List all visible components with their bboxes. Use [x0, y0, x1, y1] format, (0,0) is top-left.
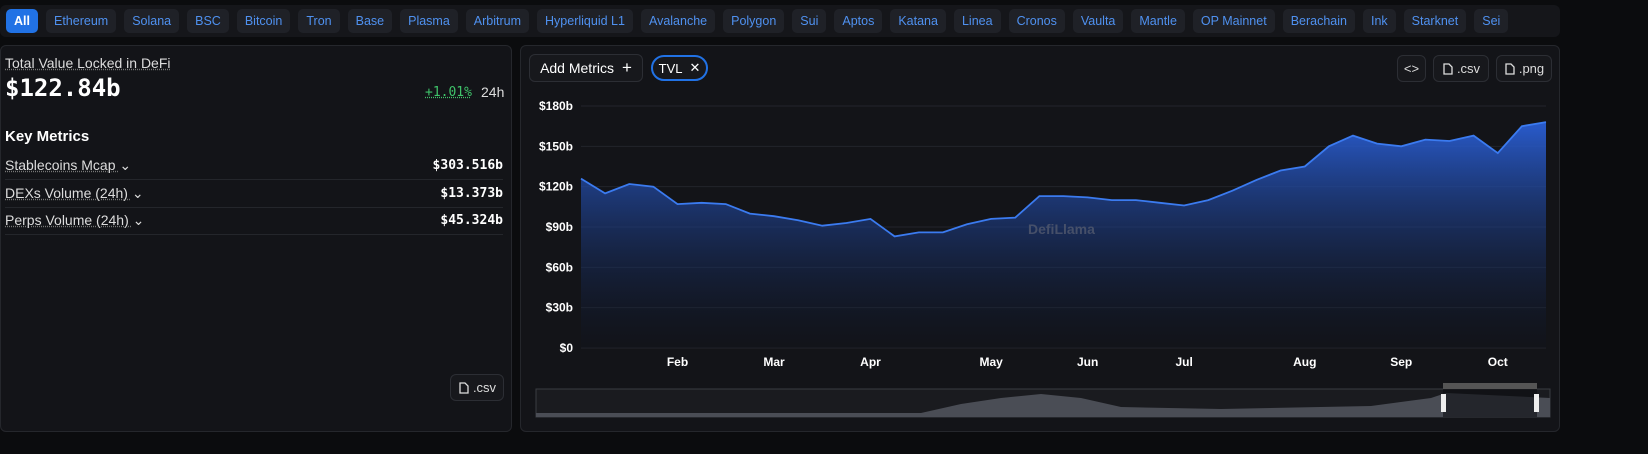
- chain-tab[interactable]: Berachain: [1282, 9, 1355, 33]
- chain-tab[interactable]: Tron: [298, 9, 340, 33]
- chain-tab[interactable]: Ethereum: [45, 9, 117, 33]
- area-line: [580, 121, 1547, 238]
- file-icon: [1505, 62, 1515, 75]
- chain-tab[interactable]: Polygon: [723, 9, 785, 33]
- embed-button[interactable]: <>: [1397, 55, 1426, 82]
- change-period: 24h: [481, 84, 505, 100]
- metric-value: $45.324b: [440, 213, 503, 228]
- png-button[interactable]: .png: [1496, 55, 1552, 82]
- file-icon: [459, 381, 469, 394]
- csv-button[interactable]: .csv: [1433, 55, 1489, 82]
- summary-title: Total Value Locked in DeFi: [5, 55, 171, 71]
- metric-row: Perps Volume (24h) ⌄ $45.324b: [5, 207, 503, 235]
- metric-label[interactable]: Stablecoins Mcap ⌄: [5, 157, 132, 173]
- y-tick-label: $30b: [546, 301, 573, 315]
- y-tick-label: $150b: [539, 139, 573, 153]
- x-tick-label: May: [979, 355, 1003, 369]
- chain-tab[interactable]: Hyperliquid L1: [537, 9, 633, 33]
- chain-tab[interactable]: Sui: [792, 9, 827, 33]
- metric-value: $13.373b: [440, 185, 503, 201]
- metric-row: Stablecoins Mcap ⌄ $303.516b: [5, 152, 503, 180]
- y-tick-label: $60b: [546, 260, 573, 274]
- csv-button[interactable]: .csv: [450, 374, 504, 401]
- plus-icon: +: [621, 58, 632, 77]
- x-tick-label: Jul: [1175, 355, 1192, 369]
- y-tick-label: $0: [560, 341, 574, 355]
- csv-label: .csv: [472, 380, 497, 395]
- y-tick-label: $90b: [546, 220, 573, 234]
- chain-tab[interactable]: Cronos: [1008, 9, 1065, 33]
- file-icon: [1443, 62, 1453, 75]
- x-tick-label: Sep: [1390, 355, 1412, 369]
- x-tick-label: Aug: [1293, 355, 1316, 369]
- x-tick-label: Mar: [763, 355, 785, 369]
- chain-tab[interactable]: Ink: [1362, 9, 1396, 33]
- brush-overview: [536, 393, 1550, 417]
- brush-window[interactable]: [1443, 389, 1537, 417]
- chain-tab[interactable]: Avalanche: [640, 9, 716, 33]
- code-icon: <>: [1403, 61, 1420, 76]
- chain-tab[interactable]: OP Mainnet: [1192, 9, 1275, 33]
- chevron: ⌄: [119, 157, 132, 173]
- chain-tab[interactable]: Katana: [890, 9, 946, 33]
- add-metrics-label: Add Metrics: [540, 60, 614, 76]
- chain-tab[interactable]: Aptos: [834, 9, 883, 33]
- metric-label: TVL: [658, 60, 683, 76]
- close-icon: ✕: [689, 60, 701, 75]
- x-tick-label: Jun: [1077, 355, 1098, 369]
- area-fill: [581, 122, 1546, 348]
- chain-tab[interactable]: Starknet: [1403, 9, 1467, 33]
- chain-tab[interactable]: Vaulta: [1072, 9, 1124, 33]
- chart-panel: Add Metrics + TVL ✕ <> .csv .png DefiLlama…: [520, 45, 1560, 432]
- metric-row: DEXs Volume (24h) ⌄ $13.373b: [5, 180, 503, 208]
- chain-tab[interactable]: Arbitrum: [465, 9, 530, 33]
- x-tick-label: Apr: [860, 355, 881, 369]
- watermark: DefiLlama: [1028, 221, 1095, 237]
- tvl-change: +1.01%: [425, 85, 472, 100]
- chevron: ⌄: [132, 212, 145, 228]
- png-label: .png: [1518, 61, 1545, 76]
- chain-tab[interactable]: Linea: [953, 9, 1001, 33]
- add-metrics-button[interactable]: Add Metrics +: [529, 54, 643, 82]
- chain-tab[interactable]: Base: [347, 9, 393, 33]
- brush-handle-bar[interactable]: [1443, 383, 1537, 389]
- chain-tab[interactable]: Bitcoin: [236, 9, 291, 33]
- y-tick-label: $180b: [539, 99, 573, 113]
- chain-tab[interactable]: BSC: [187, 9, 229, 33]
- key-metrics-heading: Key Metrics: [5, 128, 90, 145]
- chain-tab[interactable]: Plasma: [400, 9, 458, 33]
- x-tick-label: Oct: [1488, 355, 1508, 369]
- brush-handle[interactable]: [1534, 394, 1539, 412]
- y-tick-label: $120b: [539, 180, 573, 194]
- chart: DefiLlama $0 $30b $60b $90b $120b $150b $180b F…: [535, 99, 1551, 418]
- metric-label[interactable]: Perps Volume (24h) ⌄: [5, 212, 145, 228]
- chain-tab[interactable]: Solana: [124, 9, 180, 33]
- chain-tab[interactable]: All: [6, 9, 38, 33]
- chain-tab[interactable]: Mantle: [1131, 9, 1185, 33]
- chain-tab[interactable]: Sei: [1474, 9, 1509, 33]
- tvl-value: $122.84b: [5, 74, 121, 102]
- metric-label[interactable]: DEXs Volume (24h) ⌄: [5, 184, 144, 201]
- metric-chip[interactable]: TVL ✕: [651, 55, 708, 81]
- metric-value: $303.516b: [432, 158, 503, 173]
- chevron: ⌄: [131, 184, 144, 201]
- x-tick-label: Feb: [667, 355, 688, 369]
- brush-handle[interactable]: [1441, 394, 1446, 412]
- chain-tabs: All Ethereum Solana BSC Bitcoin Tron Base Plasm…: [0, 5, 1560, 37]
- summary-panel: Total Value Locked in DeFi $122.84b +1.0…: [0, 45, 512, 432]
- csv-label: .csv: [1456, 61, 1481, 76]
